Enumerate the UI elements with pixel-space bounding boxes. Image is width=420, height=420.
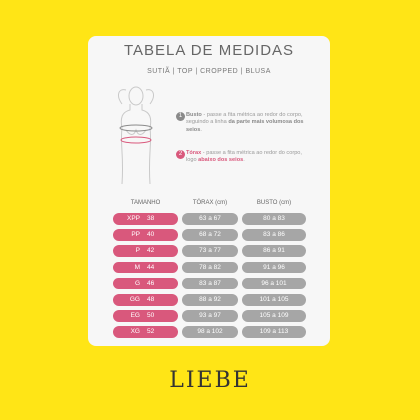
measure-pill: 109 a 113 <box>242 326 306 338</box>
subtitle: SUTIÃ | TOP | CROPPED | BLUSA <box>147 68 271 75</box>
size-number: 46 <box>147 279 155 287</box>
measure-pill: 80 a 83 <box>242 213 306 225</box>
instruction-text: abaixo dos seios <box>198 157 244 164</box>
size-number: 44 <box>147 263 155 271</box>
size-pill: XG 52 <box>113 326 178 338</box>
size-number: 42 <box>147 247 155 255</box>
size-number: 52 <box>147 328 155 336</box>
measure-pill: 73 a 77 <box>182 245 238 257</box>
column-header: TÓRAX (cm) <box>192 200 228 206</box>
size-label: XPP <box>126 215 140 222</box>
measure-pill: 93 a 97 <box>182 310 238 322</box>
size-pill: PP 40 <box>113 229 178 241</box>
size-pill: GG 48 <box>113 294 178 306</box>
step-number: 2 <box>176 150 185 159</box>
instruction-text: . <box>200 126 202 133</box>
size-number: 48 <box>147 296 155 303</box>
size-label: P <box>135 247 140 255</box>
measure-pill: 88 a 92 <box>182 294 238 306</box>
size-label: PP <box>131 231 140 239</box>
size-label: GG <box>129 296 140 303</box>
size-pill: M 44 <box>113 261 178 274</box>
instruction: Tórax - passe a fita métrica ao redor do… <box>186 150 314 165</box>
size-pill: G 46 <box>113 277 178 290</box>
size-number: 40 <box>147 231 155 239</box>
size-label: G <box>134 279 140 287</box>
brand: LIEBE <box>169 368 251 393</box>
measure-pill: 91 a 96 <box>242 261 306 274</box>
measure-pill: 68 a 72 <box>182 229 238 241</box>
instruction-text: Busto <box>186 112 202 118</box>
measure-pill: 101 a 105 <box>242 294 306 306</box>
size-pill: EG 50 <box>113 310 178 322</box>
measure-pill: 86 a 91 <box>242 245 306 257</box>
measure-pill: 96 a 101 <box>242 277 306 290</box>
size-number: 50 <box>147 312 155 320</box>
size-label: EG <box>130 312 140 320</box>
column-header: TAMANHO <box>130 200 161 206</box>
measure-pill: 63 a 67 <box>182 213 238 225</box>
instruction-text: da parte mais volumosa dos seios <box>186 119 304 133</box>
column-header: BUSTO (cm) <box>256 200 292 206</box>
title: TABELA DE MEDIDAS <box>123 42 295 59</box>
measure-pill: 98 a 102 <box>182 326 238 338</box>
instruction-text: - passe a fita métrica ao redor do corpo… <box>186 150 302 164</box>
instruction-text: . <box>243 157 245 164</box>
size-number: 38 <box>147 215 155 222</box>
size-pill: XPP 38 <box>113 213 178 225</box>
instruction: Busto - passe a fita métrica ao redor do… <box>186 112 314 134</box>
size-label: XG <box>130 328 140 336</box>
instruction-text: - passe a fita métrica ao redor do corpo… <box>186 112 303 126</box>
measure-pill: 105 a 109 <box>242 310 306 322</box>
size-pill: P 42 <box>113 245 178 257</box>
measure-pill: 83 a 86 <box>242 229 306 241</box>
size-label: M <box>134 263 140 271</box>
measure-pill: 78 a 82 <box>182 261 238 274</box>
step-number: 1 <box>176 112 185 121</box>
measure-pill: 83 a 87 <box>182 277 238 290</box>
instruction-text: Tórax <box>186 150 202 156</box>
body-illustration <box>118 86 154 185</box>
